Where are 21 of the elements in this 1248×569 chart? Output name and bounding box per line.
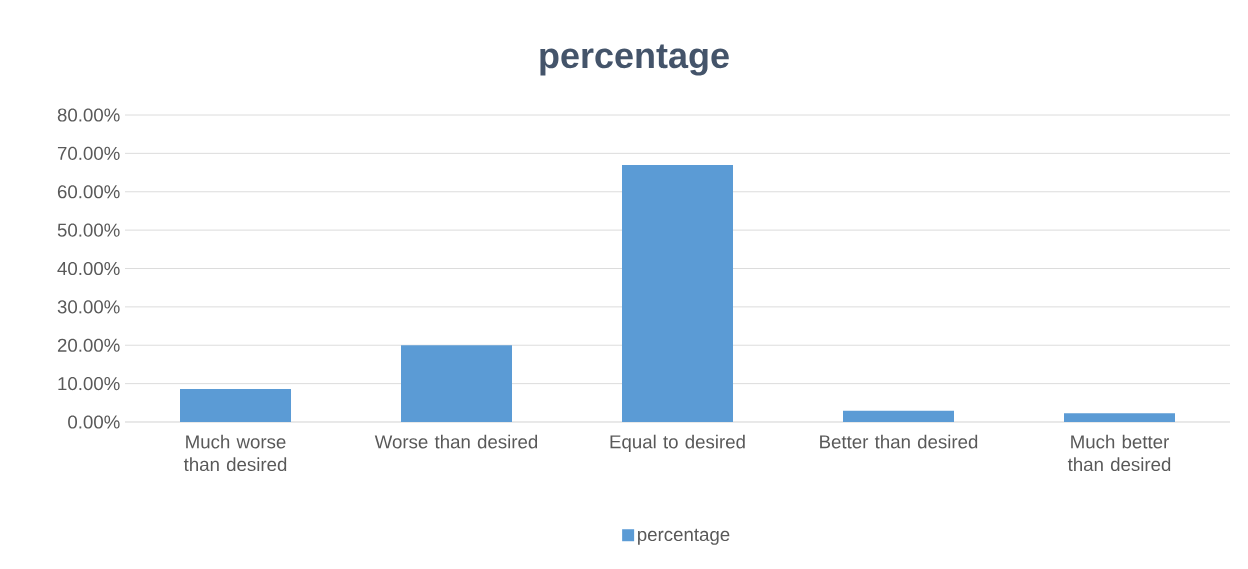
x-tick-label: Equal to desired	[610, 434, 745, 453]
bar	[843, 410, 955, 422]
y-tick-label: 50.00%	[57, 223, 120, 237]
bar	[1064, 413, 1175, 422]
x-tick-label: Much worse than desired	[183, 434, 287, 472]
y-tick-label: 40.00%	[57, 261, 120, 276]
bar	[180, 389, 292, 422]
bar	[401, 345, 512, 422]
y-tick-label: 30.00%	[57, 300, 120, 314]
chart-title: percentage	[540, 44, 729, 76]
y-tick-label: 70.00%	[57, 146, 120, 160]
x-tick-label: Worse than desired	[374, 434, 538, 449]
y-tick-label: 60.00%	[57, 185, 120, 199]
x-tick-label: Much better than desired	[1067, 434, 1171, 472]
y-tick-label: 10.00%	[58, 377, 120, 391]
legend-label: percentage	[638, 528, 730, 545]
y-tick-label: 0.00%	[68, 415, 120, 429]
bar	[622, 164, 734, 422]
x-tick-label: Better than desired	[820, 434, 978, 449]
y-tick-label: 20.00%	[57, 338, 120, 352]
y-tick-label: 80.00%	[57, 108, 120, 122]
